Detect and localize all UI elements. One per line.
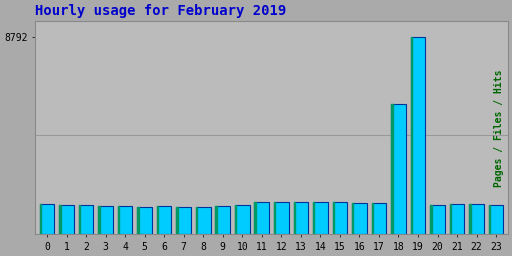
Bar [137, 207, 139, 234]
Bar [489, 205, 490, 234]
Text: Pages / Files / Hits: Pages / Files / Hits [494, 69, 504, 187]
Bar [235, 205, 250, 234]
Bar [137, 207, 152, 234]
Bar [98, 206, 113, 234]
Bar [274, 202, 275, 234]
Bar [216, 206, 230, 234]
Bar [254, 202, 269, 234]
Bar [157, 206, 172, 234]
Bar [79, 205, 80, 234]
Bar [372, 203, 373, 234]
Bar [176, 207, 178, 234]
Text: Hourly usage for February 2019: Hourly usage for February 2019 [35, 4, 287, 18]
Bar [450, 204, 451, 234]
Bar [352, 203, 367, 234]
Bar [293, 202, 308, 234]
Bar [333, 202, 347, 234]
Bar [274, 202, 289, 234]
Bar [40, 204, 41, 234]
Bar [118, 206, 133, 234]
Bar [411, 37, 425, 234]
Bar [98, 206, 100, 234]
Bar [196, 207, 197, 234]
Bar [372, 203, 386, 234]
Bar [235, 205, 237, 234]
Bar [391, 104, 393, 234]
Bar [430, 205, 432, 234]
Bar [489, 205, 503, 234]
Bar [333, 202, 334, 234]
Bar [254, 202, 256, 234]
Bar [118, 206, 119, 234]
Bar [176, 207, 191, 234]
Bar [293, 202, 295, 234]
Bar [40, 204, 54, 234]
Bar [430, 205, 445, 234]
Bar [411, 37, 412, 234]
Bar [352, 203, 353, 234]
Bar [196, 207, 210, 234]
Bar [157, 206, 158, 234]
Bar [216, 206, 217, 234]
Bar [450, 204, 464, 234]
Bar [470, 204, 484, 234]
Bar [313, 202, 314, 234]
Bar [313, 202, 328, 234]
Bar [391, 104, 406, 234]
Bar [79, 205, 93, 234]
Bar [59, 205, 74, 234]
Bar [59, 205, 60, 234]
Bar [470, 204, 471, 234]
